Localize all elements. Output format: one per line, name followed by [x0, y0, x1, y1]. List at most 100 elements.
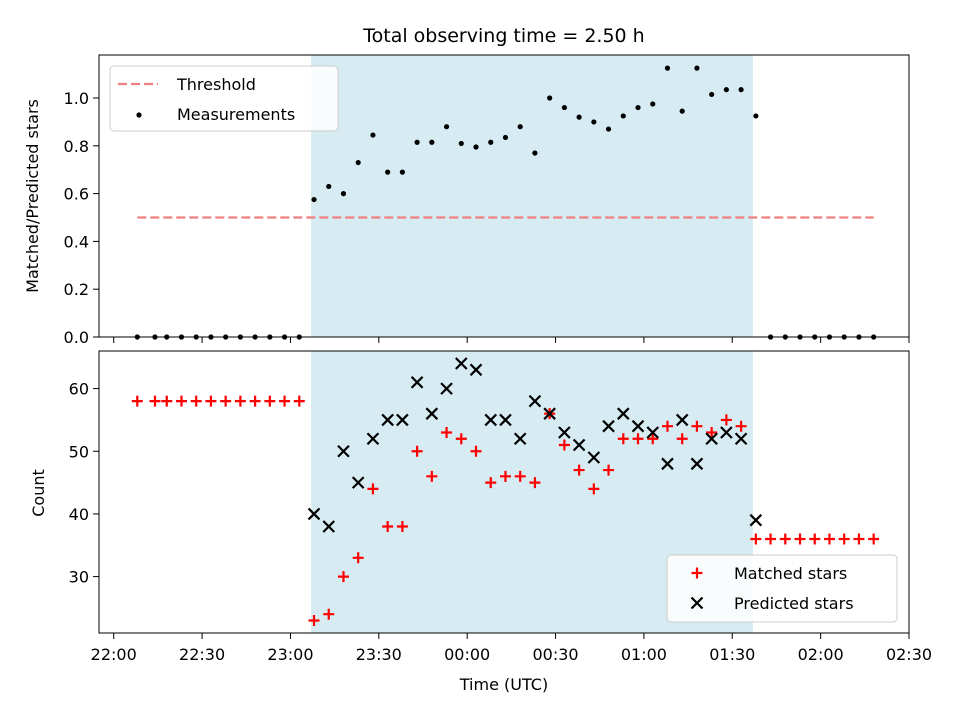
predicted-star-point	[661, 457, 674, 471]
bottom-y-tick-label: 60	[69, 380, 89, 399]
bottom-y-axis-label: Count	[29, 469, 48, 517]
predicted-star-point	[734, 432, 748, 446]
bottom-panel: 30 40 50 60 22:00 22:30 23:00 23:30 00:00 00:30 01…	[69, 350, 932, 664]
predicted-star-point	[513, 432, 527, 446]
matched-star-point	[514, 470, 526, 482]
x-tick-label: 00:30	[532, 645, 578, 664]
matched-star-point	[588, 483, 600, 495]
measurement-point	[443, 124, 450, 130]
predicted-star-point	[499, 413, 512, 427]
matched-star-point	[323, 608, 335, 620]
bottom-y-tick-label: 40	[69, 505, 89, 524]
measurement-point	[620, 113, 626, 119]
x-tick-label: 23:00	[267, 645, 313, 664]
measurement-point	[385, 169, 391, 175]
measurement-point	[738, 87, 744, 93]
matched-star-point	[558, 439, 570, 451]
matched-star-point	[779, 533, 791, 545]
top-y-tick-label: 0.8	[64, 137, 89, 156]
matched-star-point	[868, 533, 880, 545]
measurement-point	[502, 134, 509, 141]
matched-star-point	[499, 470, 511, 482]
predicted-star-point	[337, 444, 350, 458]
predicted-star-point	[366, 432, 380, 446]
predicted-star-point	[425, 407, 439, 420]
matched-star-point	[441, 426, 453, 438]
matched-star-point	[691, 420, 703, 432]
matched-star-point	[149, 395, 161, 407]
measurement-point	[414, 139, 420, 145]
bottom-y-tick-label: 50	[69, 442, 89, 461]
matched-star-point	[823, 533, 835, 545]
predicted-star-point	[455, 357, 468, 370]
predicted-star-point	[587, 451, 601, 464]
predicted-star-point	[543, 407, 556, 420]
bottom-axes-frame	[98, 350, 910, 634]
matched-star-point	[676, 433, 688, 445]
matched-star-point	[175, 395, 187, 407]
legend-matched-swatch	[691, 567, 703, 579]
top-y-tick-label: 0.4	[64, 232, 89, 251]
matched-star-point	[279, 395, 291, 407]
predicted-star-point	[440, 382, 453, 395]
measurement-point	[370, 132, 376, 138]
top-y-tick-label: 0.0	[64, 328, 89, 347]
matched-star-point	[367, 483, 379, 495]
measurement-point	[429, 139, 435, 145]
measurement-point	[326, 183, 332, 190]
measurement-point	[709, 91, 715, 98]
measurement-point	[488, 139, 494, 145]
predicted-star-point	[749, 513, 763, 527]
top-y-tick-label: 0.2	[64, 280, 89, 299]
legend-threshold-label: Threshold	[176, 75, 256, 94]
matched-star-point	[293, 395, 305, 407]
measurement-point	[664, 65, 671, 71]
matched-star-point	[455, 433, 467, 445]
matched-star-point	[161, 395, 173, 407]
chart-title: Total observing time = 2.50 h	[362, 25, 644, 47]
measurement-point	[576, 114, 582, 120]
predicted-star-point	[307, 507, 321, 521]
x-tick-label: 01:00	[621, 645, 667, 664]
matched-star-point	[750, 533, 762, 545]
matched-star-point	[396, 520, 408, 532]
predicted-star-point	[484, 413, 498, 427]
legend-predicted-swatch	[690, 596, 704, 610]
measurement-point	[635, 104, 641, 111]
measurement-point	[561, 104, 567, 111]
measurement-point	[532, 150, 538, 156]
top-y-tick-label: 0.6	[64, 185, 89, 204]
matched-star-point	[603, 464, 615, 476]
top-legend: Threshold Measurements	[109, 65, 339, 132]
matched-star-point	[337, 571, 349, 583]
top-axes-frame	[98, 54, 910, 338]
legend-predicted-label: Predicted stars	[734, 594, 854, 613]
predicted-star-point	[528, 394, 542, 408]
legend-measurements-label: Measurements	[177, 105, 295, 124]
predicted-star-point	[351, 476, 365, 489]
matched-star-point	[809, 533, 821, 545]
matched-star-point	[706, 426, 718, 438]
matched-star-point	[234, 395, 246, 407]
matched-star-point	[647, 433, 659, 445]
measurement-point	[473, 144, 479, 150]
measurement-point	[650, 101, 656, 107]
predicted-star-point	[469, 363, 483, 377]
top-panel: 0.0 0.2 0.4 0.6 0.8 1.0 Threshold Measurements	[64, 54, 910, 347]
x-tick-label: 00:00	[444, 645, 490, 664]
x-tick-label: 02:00	[798, 645, 844, 664]
measurement-point	[517, 124, 523, 130]
matched-star-point	[470, 445, 482, 457]
matched-star-point	[485, 477, 497, 489]
predicted-star-point	[602, 419, 615, 433]
x-tick-label: 02:30	[886, 645, 932, 664]
matched-star-point	[765, 533, 777, 545]
matched-star-point	[661, 420, 673, 432]
predicted-star-point	[675, 413, 689, 427]
matched-star-point	[617, 433, 629, 445]
predicted-star-point	[410, 376, 424, 389]
matched-star-point	[735, 420, 747, 432]
measurement-point	[723, 87, 729, 93]
matched-star-point	[632, 433, 644, 445]
